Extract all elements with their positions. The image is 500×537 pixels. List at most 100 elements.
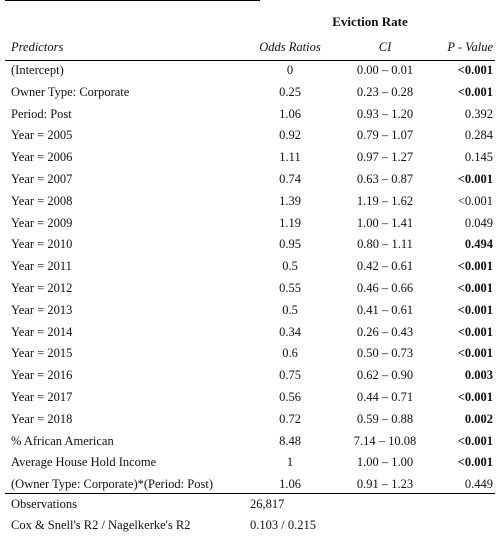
- ci-cell: 1.19 – 1.62: [356, 193, 414, 208]
- odds-ratio-cell: 1.39: [279, 193, 301, 208]
- predictor-cell: Year = 2011: [11, 259, 72, 274]
- odds-ratio-cell: 0.6: [282, 346, 298, 361]
- ci-cell: 0.26 – 0.43: [356, 324, 414, 339]
- ci-cell: 0.97 – 1.27: [356, 150, 414, 165]
- table-row: Year = 2010 0.95 0.80 – 1.11 0.494: [5, 234, 495, 256]
- table-row: Year = 2014 0.34 0.26 – 0.43 <0.001: [5, 322, 495, 344]
- predictor-cell: Year = 2008: [11, 193, 73, 208]
- odds-ratio-cell: 0.75: [279, 368, 301, 383]
- ci-cell: 0.63 – 0.87: [356, 171, 414, 186]
- table-row: Average House Hold Income 1 1.00 – 1.00 <0.…: [5, 452, 495, 474]
- ci-cell: 0.42 – 0.61: [356, 259, 414, 274]
- odds-ratio-cell: 1.11: [279, 150, 301, 165]
- r2-value: 0.103 / 0.215: [250, 518, 316, 532]
- ci-cell: 0.62 – 0.90: [356, 368, 414, 383]
- p-value-cell: 0.002: [464, 411, 493, 426]
- table-row: Year = 2006 1.11 0.97 – 1.27 0.145: [5, 147, 495, 169]
- table-row: (Intercept) 0 0.00 – 0.01 <0.001: [5, 60, 495, 82]
- ci-cell: 1.00 – 1.00: [356, 455, 414, 470]
- odds-ratio-cell: 0.25: [279, 84, 301, 99]
- p-value-cell: <0.001: [457, 171, 493, 186]
- table-row: Year = 2011 0.5 0.42 – 0.61 <0.001: [5, 256, 495, 278]
- ci-cell: 0.59 – 0.88: [356, 411, 414, 426]
- predictor-cell: Average House Hold Income: [11, 455, 157, 470]
- p-value-cell: <0.001: [457, 280, 493, 295]
- r2-label: Cox & Snell's R2 / Nagelkerke's R2: [11, 518, 191, 532]
- table-body: (Intercept) 0 0.00 – 0.01 <0.001 Owner Type:…: [5, 60, 495, 496]
- odds-ratio-cell: 0.74: [279, 171, 301, 186]
- p-value-cell: <0.001: [457, 346, 493, 361]
- observations-row: Observations 26,817: [5, 493, 495, 516]
- ci-cell: 0.50 – 0.73: [356, 346, 414, 361]
- ci-cell: 7.14 – 10.08: [353, 433, 417, 448]
- ci-cell: 0.93 – 1.20: [356, 106, 414, 121]
- p-value-cell: <0.001: [457, 302, 493, 317]
- predictor-cell: Year = 2009: [11, 215, 73, 230]
- p-value-cell: 0.392: [464, 106, 493, 121]
- odds-ratio-cell: 0.95: [279, 237, 301, 252]
- header-ci: CI: [378, 40, 392, 54]
- odds-ratio-cell: 1.06: [279, 106, 301, 121]
- table-row: Year = 2007 0.74 0.63 – 0.87 <0.001: [5, 169, 495, 191]
- table-row: Period: Post 1.06 0.93 – 1.20 0.392: [5, 104, 495, 126]
- p-value-cell: <0.001: [457, 324, 493, 339]
- predictor-cell: Year = 2005: [11, 128, 73, 143]
- predictor-cell: (Intercept): [11, 63, 64, 77]
- ci-cell: 0.44 – 0.71: [356, 389, 414, 404]
- p-value-cell: 0.449: [464, 477, 493, 492]
- predictor-cell: Year = 2010: [11, 237, 73, 252]
- p-value-cell: 0.494: [464, 237, 493, 252]
- table-row: Year = 2012 0.55 0.46 – 0.66 <0.001: [5, 278, 495, 300]
- table-row: (Owner Type: Corporate)*(Period: Post) 1.…: [5, 474, 495, 496]
- odds-ratio-cell: 0.55: [279, 280, 301, 295]
- table-row: Year = 2008 1.39 1.19 – 1.62 <0.001: [5, 191, 495, 213]
- p-value-cell: 0.145: [464, 150, 493, 165]
- table-row: Year = 2016 0.75 0.62 – 0.90 0.003: [5, 365, 495, 387]
- odds-ratio-cell: 0.5: [282, 302, 298, 317]
- ci-cell: 0.23 – 0.28: [356, 84, 414, 99]
- predictor-cell: Year = 2012: [11, 280, 73, 295]
- ci-cell: 0.41 – 0.61: [356, 302, 414, 317]
- predictor-cell: Year = 2013: [11, 302, 73, 317]
- predictor-cell: Year = 2015: [11, 346, 73, 361]
- odds-ratio-cell: 1: [286, 455, 294, 470]
- p-value-cell: <0.001: [457, 84, 493, 99]
- ci-cell: 0.79 – 1.07: [356, 128, 414, 143]
- p-value-cell: 0.284: [464, 128, 493, 143]
- table-title: Eviction Rate: [332, 14, 408, 29]
- table-row: Year = 2015 0.6 0.50 – 0.73 <0.001: [5, 343, 495, 365]
- predictor-cell: Year = 2006: [11, 150, 73, 165]
- predictor-cell: Year = 2016: [11, 368, 73, 383]
- p-value-cell: <0.001: [457, 259, 493, 274]
- r2-row: Cox & Snell's R2 / Nagelkerke's R2 0.103…: [5, 515, 495, 537]
- header-odds-ratios: Odds Ratios: [259, 40, 321, 54]
- top-rule: [5, 0, 260, 1]
- odds-ratio-cell: 0.5: [282, 259, 298, 274]
- predictor-cell: Year = 2014: [11, 324, 73, 339]
- p-value-cell: <0.001: [457, 389, 493, 404]
- p-value-cell: <0.001: [457, 63, 493, 77]
- ci-cell: 0.80 – 1.11: [357, 237, 413, 252]
- ci-cell: 0.00 – 0.01: [356, 63, 414, 77]
- odds-ratio-cell: 0.92: [279, 128, 301, 143]
- p-value-cell: <0.001: [457, 433, 493, 448]
- odds-ratio-cell: 0.72: [279, 411, 301, 426]
- predictor-cell: Year = 2017: [11, 389, 73, 404]
- p-value-cell: 0.049: [464, 215, 493, 230]
- predictor-cell: Year = 2007: [11, 171, 73, 186]
- observations-label: Observations: [11, 497, 77, 511]
- header-p-value: P - Value: [447, 40, 493, 54]
- odds-ratio-cell: 0.56: [279, 389, 301, 404]
- table-row: Year = 2005 0.92 0.79 – 1.07 0.284: [5, 125, 495, 147]
- ci-cell: 1.00 – 1.41: [356, 215, 414, 230]
- predictor-cell: (Owner Type: Corporate)*(Period: Post): [11, 477, 213, 492]
- table-row: Owner Type: Corporate 0.25 0.23 – 0.28 <0.0…: [5, 82, 495, 104]
- p-value-cell: <0.001: [457, 455, 493, 470]
- odds-ratio-cell: 1.19: [279, 215, 301, 230]
- table-row: Year = 2018 0.72 0.59 – 0.88 0.002: [5, 409, 495, 431]
- p-value-cell: <0.001: [457, 193, 493, 208]
- odds-ratio-cell: 1.06: [279, 477, 301, 492]
- table-row: Year = 2017 0.56 0.44 – 0.71 <0.001: [5, 387, 495, 409]
- table-row: % African American 8.48 7.14 – 10.08 <0.001: [5, 431, 495, 453]
- predictor-cell: Owner Type: Corporate: [11, 84, 130, 99]
